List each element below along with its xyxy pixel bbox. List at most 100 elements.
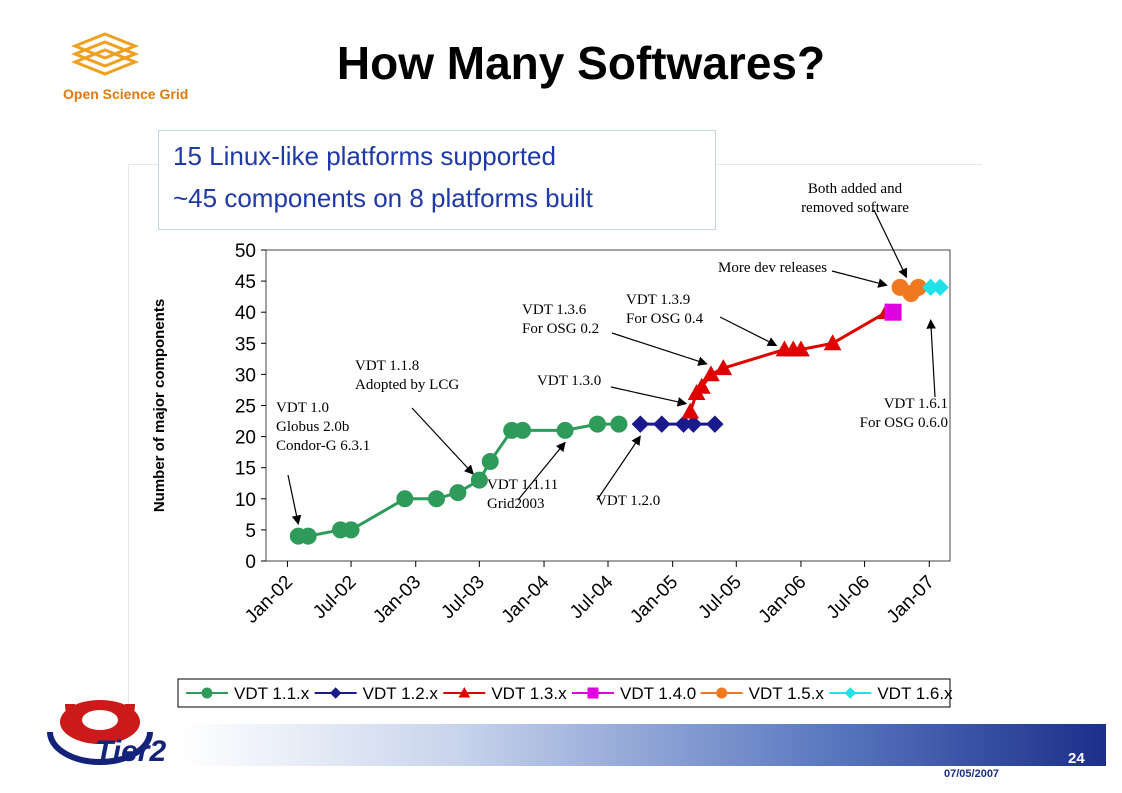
legend-marker bbox=[329, 687, 342, 699]
annotation-line: VDT 1.1.11 bbox=[487, 477, 558, 493]
y-tick-label: 0 bbox=[245, 552, 256, 573]
page-title: How Many Softwares? bbox=[336, 37, 826, 89]
annotation-text: VDT 1.3.0 bbox=[537, 373, 601, 389]
legend-label: VDT 1.5.x bbox=[749, 684, 825, 703]
annotation-line: For OSG 0.4 bbox=[626, 311, 704, 327]
x-tick-label: Jul-03 bbox=[437, 572, 488, 623]
data-point-circle bbox=[427, 490, 445, 508]
data-point-diamond bbox=[653, 415, 671, 433]
frame-line-left bbox=[128, 164, 129, 724]
info-line-platforms: 15 Linux-like platforms supported bbox=[173, 141, 556, 171]
x-tick-label: Jul-05 bbox=[694, 572, 745, 623]
data-point-circle bbox=[610, 415, 628, 433]
annotation-arrow bbox=[926, 319, 936, 398]
open-science-grid-logo bbox=[70, 32, 140, 76]
annotation-arrow bbox=[610, 386, 688, 407]
x-tick-label: Jul-06 bbox=[823, 572, 874, 623]
y-tick-label: 25 bbox=[235, 397, 256, 418]
y-tick-label: 40 bbox=[235, 303, 256, 324]
annotation-text: VDT 1.0 Globus 2.0b Condor-G 6.3.1 bbox=[276, 400, 370, 454]
annotation-arrow bbox=[611, 332, 708, 366]
legend-box bbox=[177, 678, 951, 708]
annotation-line: VDT 1.0 bbox=[276, 400, 329, 416]
legend-marker bbox=[844, 687, 857, 699]
data-point-diamond bbox=[684, 415, 703, 433]
annotation-line: More dev releases bbox=[718, 260, 827, 276]
x-tick-label: Jul-04 bbox=[566, 571, 618, 623]
tier2-logo bbox=[47, 700, 153, 765]
legend-marker bbox=[458, 686, 471, 698]
legend-label: VDT 1.1.x bbox=[234, 684, 310, 703]
annotation-line: VDT 1.3.9 bbox=[626, 292, 690, 308]
data-point-circle bbox=[449, 484, 467, 502]
y-tick-label: 15 bbox=[235, 459, 256, 480]
legend-label: VDT 1.6.x bbox=[877, 684, 953, 703]
annotation-line: Both added and bbox=[808, 181, 903, 197]
annotation-line: Grid2003 bbox=[487, 496, 545, 512]
y-tick-label: 10 bbox=[235, 490, 256, 511]
x-tick-label: Jul-02 bbox=[309, 572, 360, 623]
annotation-arrow bbox=[873, 209, 908, 279]
data-point-circle bbox=[299, 527, 317, 545]
slide-date: 07/05/2007 bbox=[944, 768, 1000, 780]
annotation-line: VDT 1.2.0 bbox=[596, 493, 660, 509]
legend-label: VDT 1.4.0 bbox=[620, 684, 696, 703]
annotation-line: VDT 1.3.6 bbox=[522, 302, 587, 318]
y-axis-label: Number of major components bbox=[151, 299, 168, 512]
annotation-arrow bbox=[411, 407, 475, 475]
slide-number: 24 bbox=[1068, 750, 1085, 767]
data-point-triangle bbox=[792, 340, 810, 357]
legend-marker bbox=[716, 687, 728, 699]
data-point-circle bbox=[588, 415, 606, 433]
x-tick-label: Jan-07 bbox=[883, 572, 939, 628]
info-box: 15 Linux-like platforms supported ~45 co… bbox=[158, 130, 716, 230]
data-point-triangle bbox=[702, 365, 720, 382]
annotation-arrow bbox=[517, 441, 566, 501]
y-tick-label: 30 bbox=[235, 365, 256, 386]
plot-area bbox=[265, 249, 951, 562]
legend-marker bbox=[201, 687, 213, 699]
y-tick-label: 50 bbox=[235, 241, 256, 262]
y-tick-label: 45 bbox=[235, 272, 256, 293]
x-tick-label: Jan-04 bbox=[498, 571, 554, 627]
annotation-text: VDT 1.3.6 For OSG 0.2 bbox=[522, 302, 599, 337]
annotation-line: Condor-G 6.3.1 bbox=[276, 438, 370, 454]
annotation-line: Adopted by LCG bbox=[355, 377, 459, 393]
info-line-components: ~45 components on 8 platforms built bbox=[173, 183, 593, 213]
footer-bar bbox=[180, 724, 1106, 766]
annotation-text: VDT 1.2.0 bbox=[596, 493, 660, 509]
x-tick-label: Jan-03 bbox=[369, 572, 425, 628]
annotation-text: Both added and removed software bbox=[801, 181, 909, 216]
data-point-triangle bbox=[823, 334, 842, 351]
data-point-circle bbox=[481, 452, 499, 470]
annotation-line: For OSG 0.6.0 bbox=[860, 415, 948, 431]
annotation-text: VDT 1.3.9 For OSG 0.4 bbox=[626, 292, 704, 327]
data-point-triangle bbox=[681, 402, 700, 419]
annotation-line: For OSG 0.2 bbox=[522, 321, 599, 337]
annotation-text: More dev releases bbox=[718, 260, 827, 276]
legend-label: VDT 1.2.x bbox=[363, 684, 439, 703]
x-tick-label: Jan-05 bbox=[626, 572, 682, 628]
data-point-circle bbox=[514, 421, 532, 439]
data-point-circle bbox=[396, 490, 414, 508]
annotation-line: VDT 1.3.0 bbox=[537, 373, 601, 389]
legend-marker bbox=[587, 687, 599, 699]
annotation-text: VDT 1.1.11 Grid2003 bbox=[487, 477, 558, 512]
annotation-text: VDT 1.1.8 Adopted by LCG bbox=[355, 358, 459, 393]
annotation-arrow bbox=[287, 474, 302, 526]
data-point-circle bbox=[342, 521, 360, 539]
annotation-text: VDT 1.6.1 For OSG 0.6.0 bbox=[860, 396, 948, 431]
annotation-arrow bbox=[596, 435, 641, 501]
data-point-diamond bbox=[631, 415, 650, 433]
y-tick-label: 20 bbox=[235, 428, 256, 449]
annotation-line: VDT 1.1.8 bbox=[355, 358, 419, 374]
annotation-line: Globus 2.0b bbox=[276, 419, 349, 435]
data-point-diamond bbox=[706, 415, 724, 433]
y-tick-label: 5 bbox=[245, 521, 256, 542]
x-tick-label: Jan-06 bbox=[755, 572, 811, 628]
logo-text: Open Science Grid bbox=[63, 86, 189, 102]
annotation-line: VDT 1.6.1 bbox=[884, 396, 948, 412]
tier2-text: Tier2 bbox=[95, 735, 167, 768]
data-point-circle bbox=[470, 471, 488, 489]
